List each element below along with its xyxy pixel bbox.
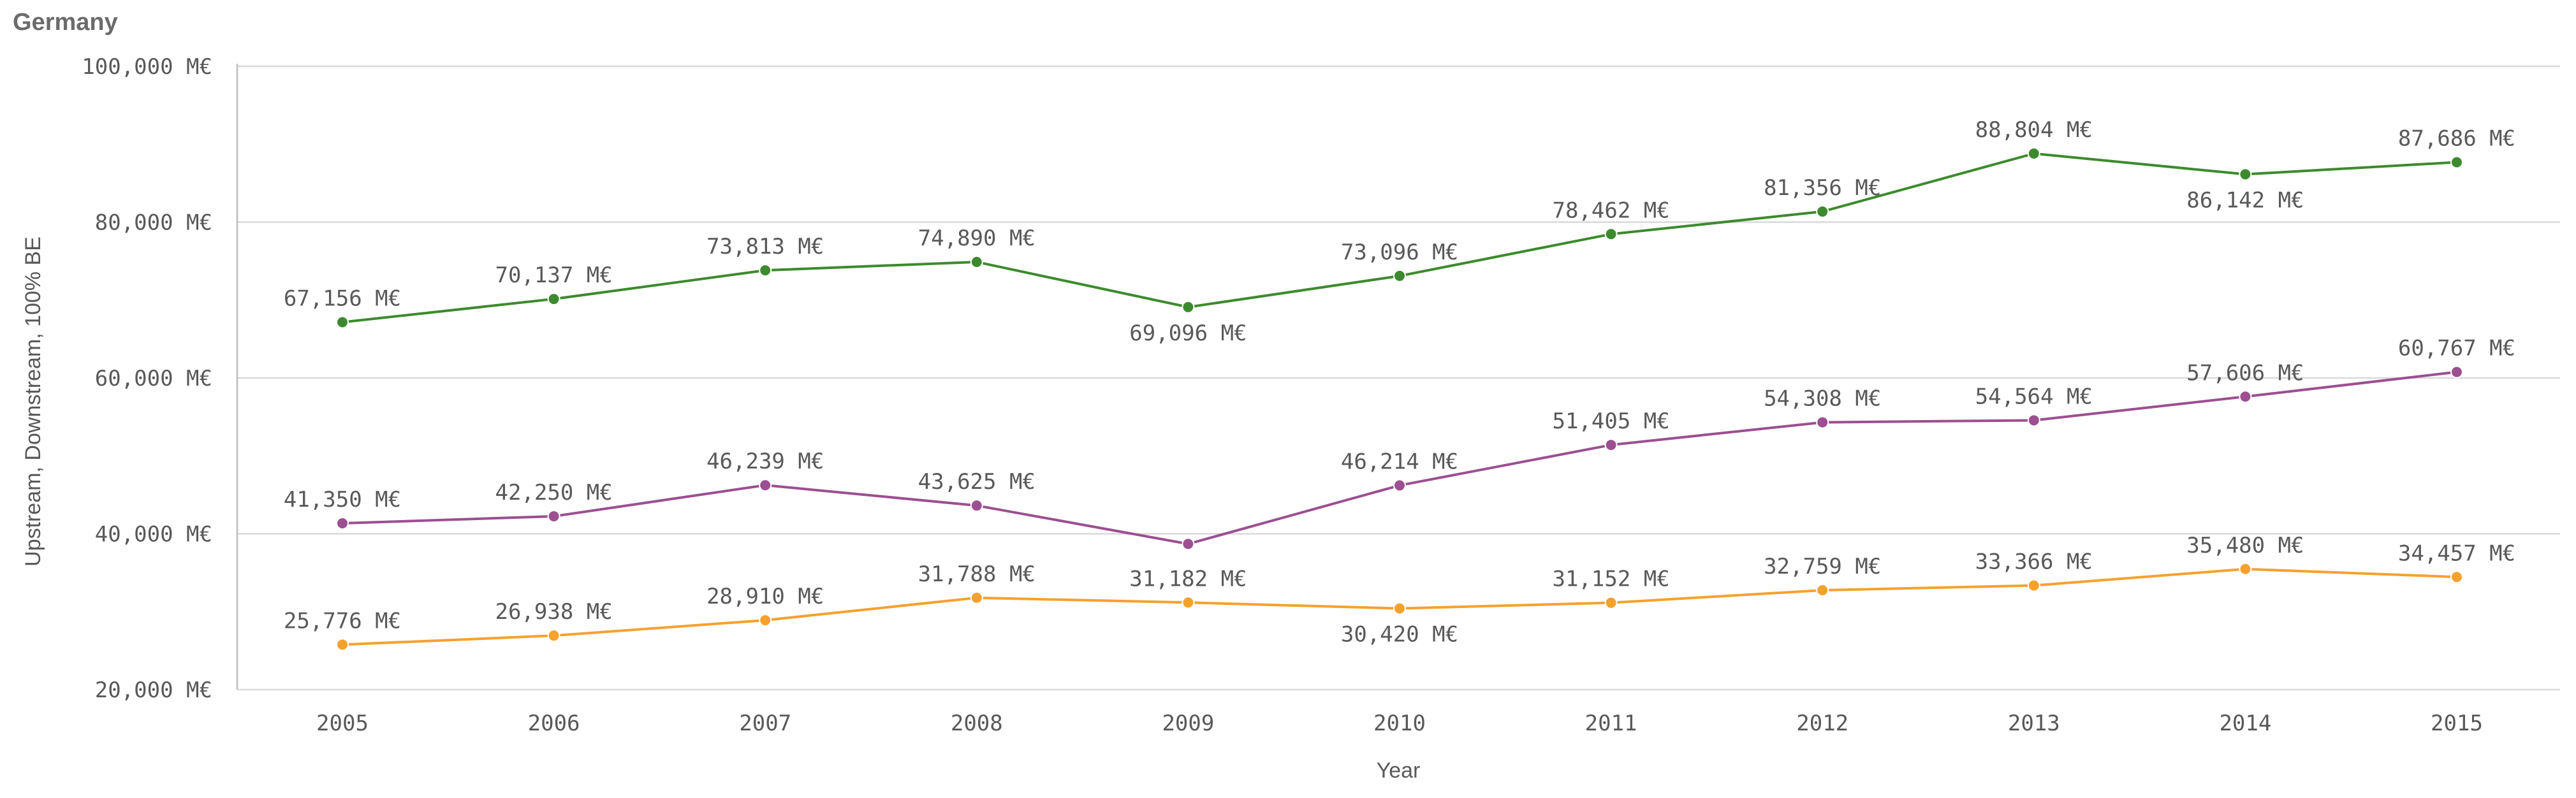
data-label-orange: 34,457 M€ <box>2398 540 2515 566</box>
series-line-green <box>342 152 2457 324</box>
y-tick-label: 20,000 M€ <box>95 678 212 703</box>
x-tick-label: 2011 <box>1585 711 1637 736</box>
y-tick-label: 100,000 M€ <box>82 54 212 80</box>
data-point-orange <box>1393 602 1406 615</box>
y-axis-title: Upstream, Downstream, 100% BE <box>21 236 45 567</box>
y-tick-label: 40,000 M€ <box>95 522 212 548</box>
series-layer <box>336 147 2463 651</box>
data-label-green: 74,890 M€ <box>918 226 1036 251</box>
data-point-purple <box>1816 416 1829 429</box>
data-label-green: 81,356 M€ <box>1764 175 1881 201</box>
grid-layer <box>237 65 2560 691</box>
data-label-purple: 46,239 M€ <box>706 449 824 474</box>
data-point-orange <box>2027 579 2040 592</box>
data-point-purple <box>336 516 349 530</box>
data-point-orange <box>1182 596 1195 609</box>
data-point-green <box>1182 300 1195 314</box>
x-tick-label: 2008 <box>951 711 1003 736</box>
y-tick-label: 60,000 M€ <box>95 366 212 391</box>
chart-title: Germany <box>13 9 118 36</box>
data-point-purple <box>2239 390 2252 403</box>
data-label-purple: 54,308 M€ <box>1764 386 1881 412</box>
data-label-green: 73,813 M€ <box>706 234 824 259</box>
data-label-orange: 31,788 M€ <box>918 562 1036 587</box>
data-label-green: 73,096 M€ <box>1341 240 1458 265</box>
x-tick-label: 2009 <box>1162 711 1214 736</box>
x-tick-label: 2010 <box>1373 711 1426 736</box>
data-label-green: 86,142 M€ <box>2186 187 2304 213</box>
data-point-green <box>1393 269 1406 282</box>
data-label-purple: 46,214 M€ <box>1341 449 1458 475</box>
data-label-orange: 30,420 M€ <box>1341 622 1458 648</box>
data-label-green: 67,156 M€ <box>284 286 401 312</box>
x-axis-title: Year <box>1377 758 1421 783</box>
data-label-green: 78,462 M€ <box>1552 198 1669 223</box>
data-point-purple <box>2027 414 2040 427</box>
data-label-purple: 43,625 M€ <box>918 469 1036 495</box>
data-point-green <box>2450 156 2463 169</box>
data-point-purple <box>1393 479 1406 492</box>
data-label-orange: 31,182 M€ <box>1129 566 1247 591</box>
data-label-orange: 35,480 M€ <box>2186 533 2304 558</box>
data-label-purple: 54,564 M€ <box>1975 384 2093 409</box>
data-point-orange <box>336 638 349 651</box>
data-label-purple: 42,250 M€ <box>495 480 612 505</box>
data-point-green <box>547 293 560 306</box>
data-point-orange <box>2450 570 2463 584</box>
data-label-purple: 57,606 M€ <box>2186 360 2304 386</box>
data-point-purple <box>2450 365 2463 379</box>
data-label-orange: 25,776 M€ <box>284 608 401 634</box>
x-tick-label: 2014 <box>2219 711 2271 736</box>
data-point-orange <box>547 629 560 642</box>
data-label-orange: 26,938 M€ <box>495 599 612 625</box>
y-tick-label: 80,000 M€ <box>95 210 212 236</box>
data-point-green <box>1604 228 1618 241</box>
data-point-purple <box>1604 439 1618 452</box>
data-point-orange <box>1816 584 1829 597</box>
x-tick-label: 2006 <box>528 711 580 736</box>
data-label-orange: 31,152 M€ <box>1552 567 1669 592</box>
data-label-green: 70,137 M€ <box>495 263 612 288</box>
data-label-green: 88,804 M€ <box>1975 117 2093 143</box>
data-point-green <box>970 255 983 268</box>
axis-layer: 20,000 M€ 40,000 M€ 60,000 M€ 80,000 M€ 100,… <box>82 54 2483 736</box>
data-point-orange <box>970 591 983 604</box>
data-label-green: 87,686 M€ <box>2398 126 2515 152</box>
x-tick-label: 2007 <box>739 711 791 736</box>
data-label-orange: 32,759 M€ <box>1764 554 1881 579</box>
data-label-orange: 28,910 M€ <box>706 584 824 609</box>
data-point-orange <box>2239 562 2252 576</box>
data-label-orange: 33,366 M€ <box>1975 549 2093 575</box>
data-label-purple: 51,405 M€ <box>1552 409 1669 434</box>
x-tick-label: 2012 <box>1796 711 1848 736</box>
x-tick-label: 2005 <box>316 711 369 736</box>
data-label-purple: 41,350 M€ <box>284 487 401 512</box>
x-tick-label: 2013 <box>2008 711 2060 736</box>
x-tick-label: 2015 <box>2431 711 2483 736</box>
data-point-green <box>336 316 349 329</box>
data-point-orange <box>759 614 772 627</box>
data-point-green <box>1816 205 1829 218</box>
data-point-green <box>2239 168 2252 181</box>
data-point-purple <box>547 509 560 523</box>
data-point-orange <box>1604 596 1618 609</box>
data-point-purple <box>759 479 772 492</box>
data-label-purple: 60,767 M€ <box>2398 336 2515 361</box>
data-point-purple <box>1182 537 1195 551</box>
data-point-purple <box>970 499 983 512</box>
data-point-green <box>2027 147 2040 160</box>
label-layer: 67,156 M€ 70,137 M€ 73,813 M€ 74,890 M€ 69,0… <box>284 117 2515 648</box>
data-point-green <box>759 264 772 277</box>
data-label-green: 69,096 M€ <box>1129 321 1247 346</box>
